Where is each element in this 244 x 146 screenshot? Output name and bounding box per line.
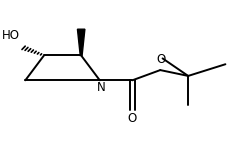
Text: N: N [97, 81, 105, 94]
Text: O: O [128, 112, 137, 125]
Text: HO: HO [1, 29, 20, 42]
Polygon shape [77, 29, 85, 55]
Text: O: O [157, 53, 166, 66]
